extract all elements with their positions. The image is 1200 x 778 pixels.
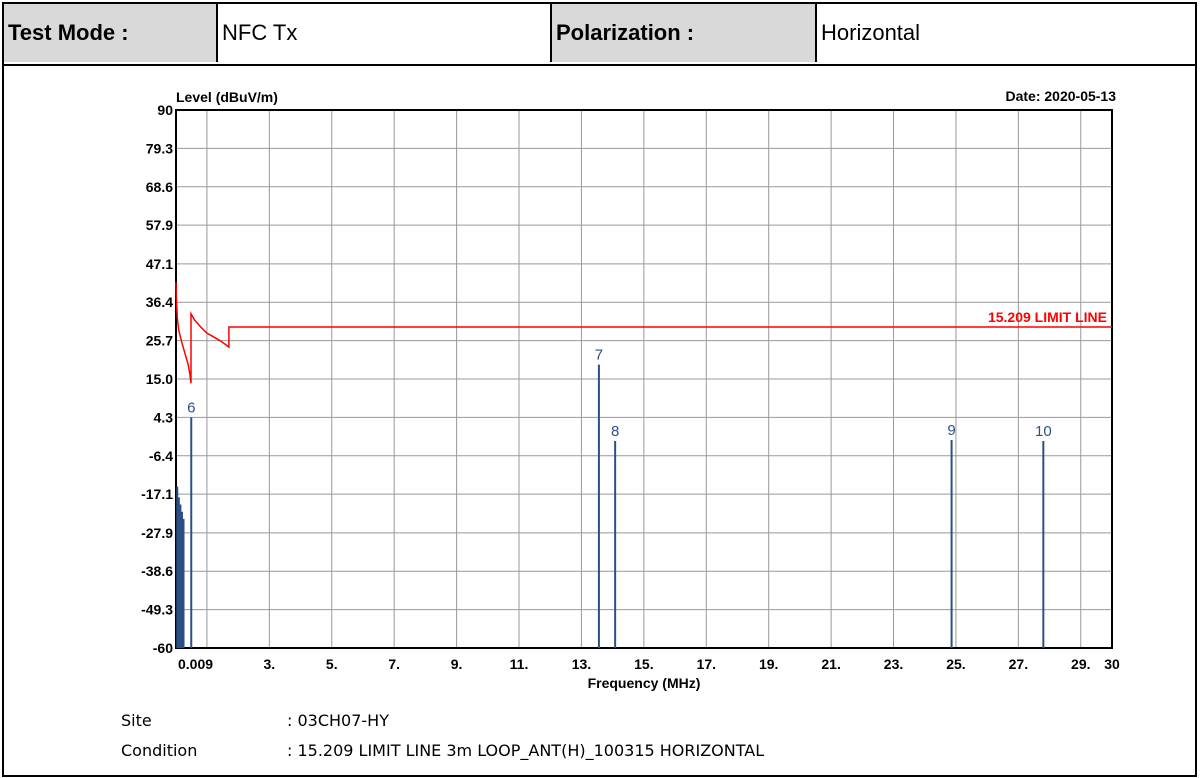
x-tick-label: 27. (1009, 656, 1028, 672)
y-tick-label: -27.9 (141, 525, 173, 541)
y-tick-label: 79.3 (146, 140, 173, 156)
y-tick-label: 47.1 (146, 256, 173, 272)
test-mode-value: NFC Tx (218, 4, 552, 62)
y-tick-labels: 90 79.3 68.6 57.9 47.1 36.4 25.7 15.0 4.3 -6.4 -17… (141, 102, 173, 656)
test-mode-label: Test Mode : (4, 4, 218, 62)
x-tick-label: 23. (884, 656, 903, 672)
y-tick-label: 36.4 (146, 294, 173, 310)
y-tick-label: -6.4 (149, 448, 173, 464)
chart-grid (176, 109, 1112, 649)
x-tick-label: 11. (510, 656, 529, 672)
condition-label: Condition (121, 741, 198, 760)
x-tick-label: 7. (388, 656, 400, 672)
polarization-label: Polarization : (552, 4, 817, 62)
marker-label: 6 (187, 399, 195, 416)
x-tick-label: 17. (697, 656, 716, 672)
plot-frame (175, 109, 1113, 649)
site-label: Site (121, 711, 152, 730)
x-tick-labels: 0.009 3. 5. 7. 9. 11. 13. 15. 17. 19. 21. 23. 25. 27.… (178, 656, 1120, 672)
x-tick-label: 13. (572, 656, 591, 672)
markers: 6 7 8 9 10 (176, 347, 1052, 648)
y-tick-label: -60 (153, 640, 173, 656)
y-tick-label: -49.3 (141, 602, 173, 618)
y-tick-label: 15.0 (146, 371, 173, 387)
y-tick-label: -17.1 (141, 486, 173, 502)
x-tick-label: 5. (326, 656, 338, 672)
x-tick-label: 3. (264, 656, 276, 672)
y-tick-label: 68.6 (146, 179, 173, 195)
limit-line-label: 15.209 LIMIT LINE (988, 309, 1107, 325)
y-tick-label: 57.9 (146, 217, 173, 233)
x-tick-label: 25. (946, 656, 965, 672)
date-label: Date: 2020-05-13 (1005, 88, 1116, 104)
x-tick-label: 0.009 (178, 656, 213, 672)
y-axis-label: Level (dBuV/m) (176, 89, 278, 105)
marker-label: 10 (1035, 423, 1052, 440)
site-value: : 03CH07-HY (287, 711, 389, 730)
x-tick-label: 29. (1071, 656, 1090, 672)
x-tick-label: 19. (759, 656, 778, 672)
condition-value: : 15.209 LIMIT LINE 3m LOOP_ANT(H)_10031… (287, 741, 765, 760)
condition-row: Condition : 15.209 LIMIT LINE 3m LOOP_ANT… (121, 741, 764, 760)
site-row: Site : 03CH07-HY (121, 711, 389, 730)
y-tick-label: 4.3 (154, 409, 174, 425)
header-table: Test Mode : NFC Tx Polarization : Horizo… (4, 4, 1195, 66)
x-tick-label: 30 (1104, 656, 1120, 672)
x-tick-label: 21. (821, 656, 840, 672)
marker-label: 8 (611, 423, 619, 440)
y-tick-label: 25.7 (146, 333, 173, 349)
x-axis-label: Frequency (MHz) (588, 675, 701, 691)
y-tick-label: 90 (157, 102, 173, 118)
limit-line (175, 282, 1112, 384)
marker-label: 7 (595, 347, 603, 364)
x-tick-label: 15. (634, 656, 653, 672)
marker-label: 9 (947, 422, 955, 439)
polarization-value: Horizontal (821, 20, 921, 45)
x-tick-label: 9. (451, 656, 463, 672)
y-tick-label: -38.6 (141, 563, 173, 579)
